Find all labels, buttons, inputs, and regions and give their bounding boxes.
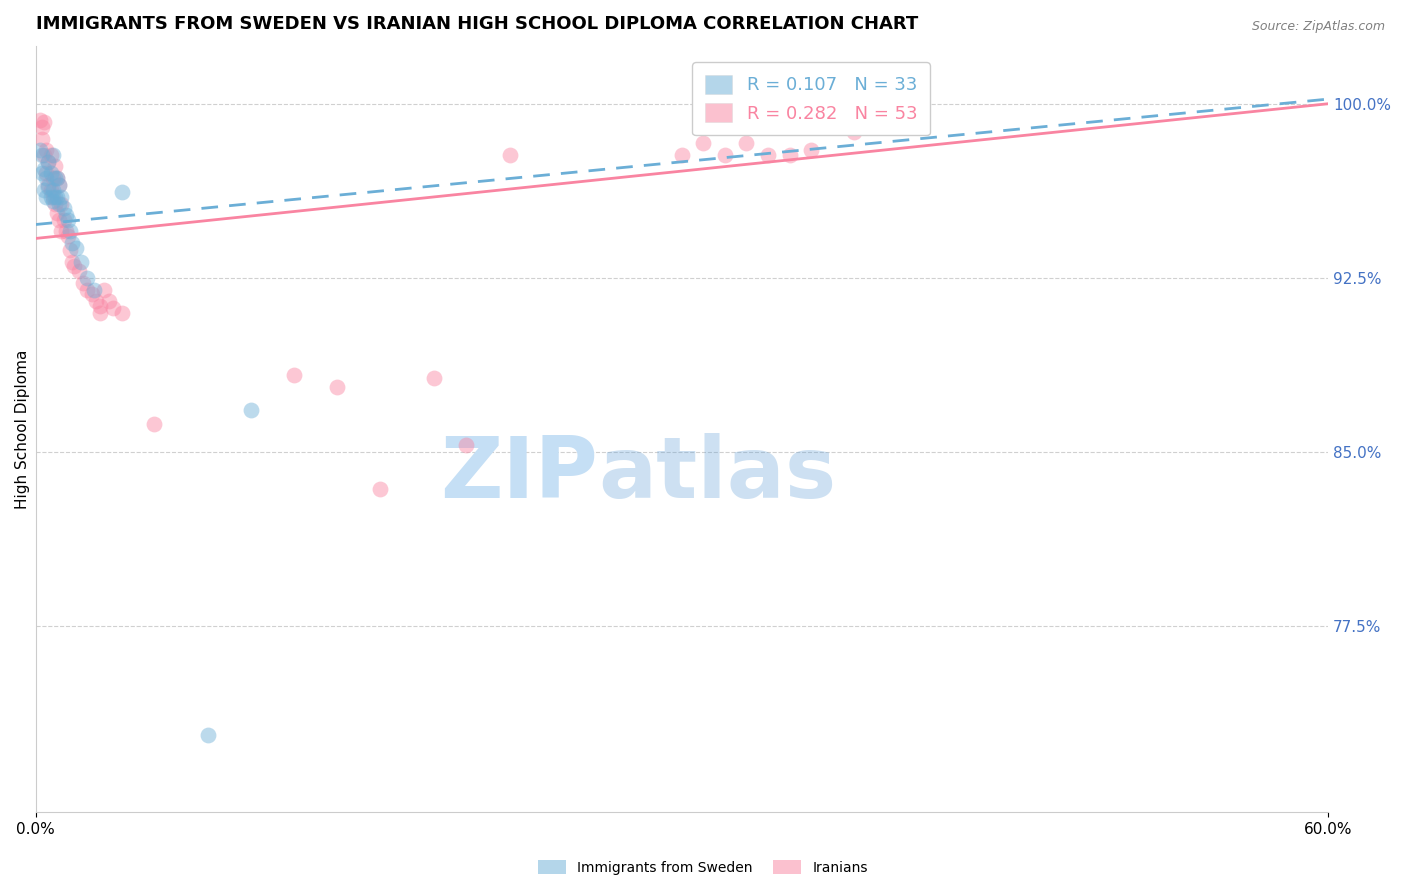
Point [89, 306, 111, 320]
Point [37, 180, 59, 194]
Point [37, 154, 59, 169]
Point [42, 171, 65, 186]
Point [143, 417, 166, 432]
Point [37, 154, 59, 169]
Point [844, 125, 866, 139]
Point [42, 183, 65, 197]
Point [46, 171, 69, 186]
Point [60, 236, 83, 251]
Point [35, 143, 58, 157]
Point [42, 148, 65, 162]
Point [39, 189, 62, 203]
Point [48, 212, 70, 227]
Point [59, 243, 82, 257]
Point [31, 131, 53, 145]
Point [37, 178, 59, 192]
Point [31, 120, 53, 134]
Point [55, 225, 77, 239]
Point [735, 136, 758, 151]
Point [756, 148, 779, 162]
Legend: R = 0.107   N = 33, R = 0.282   N = 53: R = 0.107 N = 33, R = 0.282 N = 53 [692, 62, 929, 136]
Point [42, 194, 65, 209]
Point [111, 306, 134, 320]
Point [800, 143, 823, 157]
Point [35, 189, 58, 203]
Point [69, 254, 91, 268]
Point [283, 368, 305, 383]
Point [28, 113, 51, 128]
Point [423, 371, 446, 385]
Point [83, 283, 105, 297]
Point [76, 271, 98, 285]
Point [714, 148, 737, 162]
Point [44, 196, 66, 211]
Point [32, 161, 55, 176]
Point [72, 276, 94, 290]
Point [93, 283, 115, 297]
Point [692, 136, 714, 151]
Point [368, 483, 391, 497]
Point [59, 225, 82, 239]
Point [55, 208, 77, 222]
Point [97, 294, 120, 309]
Point [52, 201, 75, 215]
Point [48, 178, 70, 192]
Point [39, 166, 62, 180]
Point [32, 115, 55, 129]
Point [671, 148, 693, 162]
Point [76, 283, 98, 297]
Text: IMMIGRANTS FROM SWEDEN VS IRANIAN HIGH SCHOOL DIPLOMA CORRELATION CHART: IMMIGRANTS FROM SWEDEN VS IRANIAN HIGH S… [35, 15, 918, 33]
Point [51, 189, 73, 203]
Point [240, 403, 263, 417]
Legend: Immigrants from Sweden, Iranians: Immigrants from Sweden, Iranians [533, 855, 873, 880]
Point [44, 160, 66, 174]
Point [46, 206, 69, 220]
Point [56, 229, 79, 244]
Point [60, 254, 83, 268]
Point [56, 212, 79, 227]
Point [35, 171, 58, 186]
Text: ZIP: ZIP [440, 434, 598, 516]
Text: atlas: atlas [598, 434, 837, 516]
Point [35, 166, 58, 180]
Point [84, 294, 107, 309]
Point [63, 260, 86, 274]
Point [39, 183, 62, 197]
Point [44, 189, 66, 203]
Point [44, 171, 66, 186]
Y-axis label: High School Diploma: High School Diploma [15, 349, 30, 508]
Point [326, 380, 349, 394]
Point [39, 148, 62, 162]
Point [456, 438, 478, 452]
Point [32, 183, 55, 197]
Point [46, 171, 69, 186]
Point [32, 148, 55, 162]
Point [779, 148, 801, 162]
Point [48, 178, 70, 192]
Point [52, 212, 75, 227]
Point [51, 196, 73, 211]
Point [51, 225, 73, 239]
Point [46, 189, 69, 203]
Point [31, 148, 53, 162]
Point [28, 143, 51, 157]
Point [67, 264, 90, 278]
Point [80, 287, 103, 301]
Point [89, 299, 111, 313]
Point [65, 241, 87, 255]
Point [101, 301, 124, 315]
Point [197, 729, 219, 743]
Point [48, 196, 70, 211]
Text: Source: ZipAtlas.com: Source: ZipAtlas.com [1251, 20, 1385, 33]
Point [42, 189, 65, 203]
Point [111, 185, 134, 199]
Point [498, 148, 520, 162]
Point [31, 166, 53, 180]
